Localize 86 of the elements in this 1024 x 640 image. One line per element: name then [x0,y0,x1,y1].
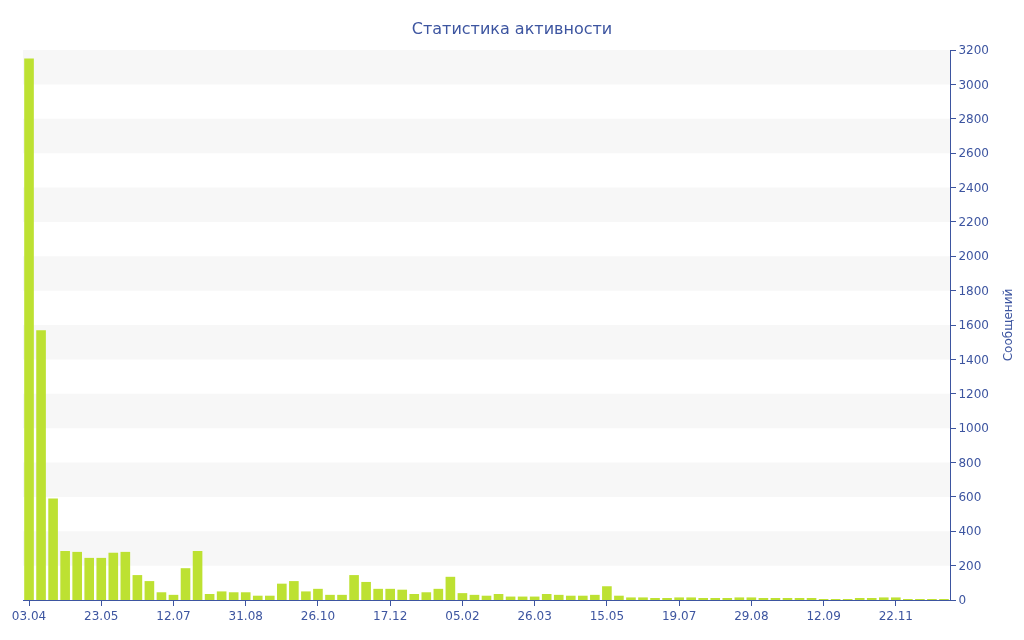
y-tick-label: 0 [958,593,967,608]
bar [891,597,901,600]
bar [686,597,696,600]
bar [252,595,263,600]
y-tick-label: 1800 [958,283,989,298]
bar [204,593,215,600]
bar [553,594,564,600]
bar [578,595,588,600]
bar [156,592,167,600]
bar [168,594,179,600]
bar [433,588,444,600]
bar [734,597,745,600]
y-tick-label: 3000 [958,77,989,92]
y-tick-label: 1000 [958,421,989,436]
y-tick-label: 800 [958,455,982,470]
x-tick-label: 22.11 [878,609,913,624]
bar [421,592,432,600]
bar [397,589,408,600]
bar [72,551,82,600]
bar [313,588,323,600]
bar [228,592,239,600]
chart-title: Статистика активности [411,18,613,38]
x-tick-label: 12.09 [806,609,841,624]
x-tick-label: 26.03 [517,609,552,624]
y-tick-label: 600 [958,490,982,505]
bar [132,575,143,600]
bar [457,593,468,600]
y-tick-label: 2200 [958,215,989,230]
y-tick-label: 1200 [958,386,989,401]
bar [240,592,251,600]
bar [120,551,131,600]
y-tick-label: 2400 [958,180,989,195]
bar [84,557,95,600]
y-tick-label: 2600 [958,146,989,161]
x-tick-label: 03.04 [11,609,47,624]
bar [264,595,275,600]
bar [626,597,636,600]
bar [361,581,371,600]
y-tick-label: 1400 [958,352,989,367]
x-tick-label: 05.02 [445,609,480,624]
bar [180,568,191,600]
bar [469,594,480,600]
y-tick-label: 2800 [958,111,989,126]
bar [144,581,155,600]
y-axis-title: Сообщений [1000,288,1015,362]
bar [277,583,287,600]
bar [216,591,227,600]
bar [108,552,119,600]
bar [409,593,420,600]
bar [289,581,299,600]
bar [878,597,889,600]
x-tick-label: 15.05 [589,609,625,624]
bar [674,597,684,600]
bar [590,594,600,600]
bar [746,597,757,600]
bar [493,593,504,600]
bar [614,595,624,600]
bar [301,591,311,600]
bar [373,588,383,600]
bar [445,576,456,600]
x-tick-label: 12.07 [156,609,191,624]
bar [24,58,34,600]
x-tick-label: 17.12 [373,609,408,624]
bar [385,588,395,600]
bar [325,594,335,600]
bar [192,551,203,600]
bar [36,330,46,600]
bar [337,594,347,600]
x-tick-label: 26.10 [300,609,336,624]
x-tick-label: 19.07 [661,609,697,624]
y-tick-label: 200 [958,558,982,573]
y-tick-label: 400 [958,524,982,539]
bar [602,586,612,600]
bar [96,557,107,600]
bar [638,597,648,600]
y-tick-label: 1600 [958,318,989,333]
y-tick-label: 2000 [958,249,989,264]
bar [48,498,58,600]
bar [349,575,359,600]
x-tick-label: 29.08 [734,609,769,624]
bar [541,593,552,600]
bar [60,551,70,600]
x-tick-label: 23.05 [84,609,119,624]
x-tick-label: 31.08 [228,609,263,624]
bar [565,595,576,600]
y-tick-label: 3200 [958,43,989,58]
